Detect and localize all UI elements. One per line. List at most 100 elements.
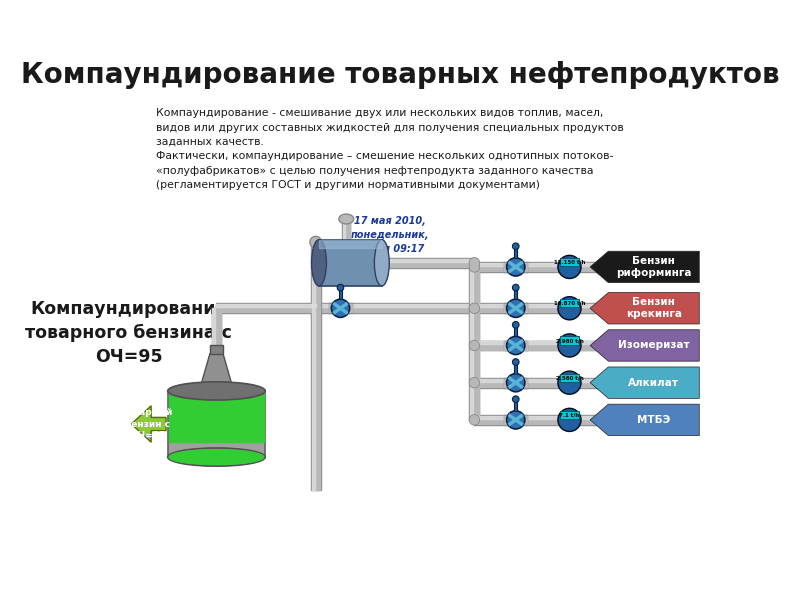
Bar <box>316 304 474 307</box>
Text: МТБЭ: МТБЭ <box>637 415 670 425</box>
Polygon shape <box>590 251 699 283</box>
Text: 17 мая 2010,
понедельник,
время 09:17: 17 мая 2010, понедельник, время 09:17 <box>350 215 430 254</box>
Circle shape <box>513 359 519 365</box>
Bar <box>329 304 352 313</box>
Bar <box>504 304 527 313</box>
Bar <box>559 374 579 382</box>
Bar <box>470 263 474 267</box>
Ellipse shape <box>170 449 263 464</box>
Circle shape <box>558 371 581 394</box>
Bar <box>316 304 474 313</box>
Ellipse shape <box>339 214 354 224</box>
Circle shape <box>506 374 525 392</box>
Bar <box>514 325 518 337</box>
Ellipse shape <box>374 239 390 286</box>
Bar <box>504 304 527 313</box>
Circle shape <box>558 296 581 320</box>
Circle shape <box>470 259 478 267</box>
Bar <box>474 416 598 419</box>
Bar <box>470 263 478 267</box>
Circle shape <box>506 337 525 355</box>
Ellipse shape <box>310 236 322 248</box>
Bar <box>212 308 215 354</box>
Bar <box>470 267 479 420</box>
Circle shape <box>559 373 579 392</box>
Circle shape <box>337 284 344 291</box>
Bar <box>319 239 382 286</box>
Bar <box>311 242 314 490</box>
Text: Компаундирование
товарного бензина с
ОЧ=95: Компаундирование товарного бензина с ОЧ=… <box>26 299 232 367</box>
Polygon shape <box>590 330 699 361</box>
Text: 12.150 t/h: 12.150 t/h <box>554 259 585 265</box>
Polygon shape <box>590 367 699 398</box>
Circle shape <box>470 379 478 387</box>
Bar <box>474 341 598 350</box>
Circle shape <box>559 335 579 355</box>
Bar <box>470 267 474 420</box>
Bar <box>316 304 474 313</box>
Circle shape <box>333 301 348 316</box>
Circle shape <box>470 415 479 425</box>
Bar <box>217 304 316 313</box>
Circle shape <box>470 341 479 350</box>
Circle shape <box>470 378 479 388</box>
Text: 7.1 t/h: 7.1 t/h <box>559 412 579 418</box>
Circle shape <box>470 258 479 268</box>
Polygon shape <box>131 406 166 442</box>
Circle shape <box>513 396 519 403</box>
Bar <box>212 308 221 354</box>
Circle shape <box>508 412 523 427</box>
Polygon shape <box>202 354 231 383</box>
Bar <box>474 415 598 425</box>
Bar <box>504 379 527 387</box>
Ellipse shape <box>168 448 266 466</box>
Text: 2.560 t/h: 2.560 t/h <box>556 375 583 380</box>
Circle shape <box>506 258 525 276</box>
Bar <box>474 263 598 266</box>
Bar <box>343 219 350 239</box>
Circle shape <box>558 256 581 278</box>
Circle shape <box>559 410 579 430</box>
Bar <box>217 304 316 307</box>
Circle shape <box>513 284 519 291</box>
Circle shape <box>506 299 525 317</box>
Circle shape <box>470 263 478 271</box>
Bar <box>514 399 518 411</box>
Bar <box>514 287 518 299</box>
Bar <box>474 304 598 313</box>
Bar <box>170 392 263 442</box>
Circle shape <box>559 257 579 277</box>
Bar <box>514 362 518 374</box>
Ellipse shape <box>311 239 326 286</box>
Circle shape <box>508 338 523 353</box>
Bar <box>311 242 320 490</box>
Bar <box>474 304 598 307</box>
Ellipse shape <box>168 382 266 400</box>
Bar <box>211 308 222 354</box>
Bar <box>382 258 474 268</box>
Bar <box>382 259 474 267</box>
Circle shape <box>559 298 579 318</box>
Circle shape <box>508 301 523 316</box>
Circle shape <box>331 299 350 317</box>
Bar <box>217 304 316 313</box>
Text: Компаундирование - смешивание двух или нескольких видов топлив, масел,
видов или: Компаундирование - смешивание двух или н… <box>156 108 624 147</box>
Bar <box>470 267 478 420</box>
Bar <box>342 219 350 239</box>
Text: Изомеризат: Изомеризат <box>618 340 690 350</box>
Text: Бензин
крекинга: Бензин крекинга <box>626 297 682 319</box>
Bar <box>474 379 598 387</box>
Bar <box>504 341 527 350</box>
Circle shape <box>508 375 523 390</box>
Bar <box>329 304 352 313</box>
Circle shape <box>513 243 519 250</box>
Circle shape <box>508 259 523 274</box>
Circle shape <box>558 334 581 357</box>
Bar <box>310 242 321 490</box>
Bar <box>559 258 579 266</box>
Bar <box>504 262 527 272</box>
Bar <box>382 259 474 262</box>
Bar <box>474 379 598 382</box>
Bar <box>559 337 579 344</box>
Bar <box>504 341 527 350</box>
